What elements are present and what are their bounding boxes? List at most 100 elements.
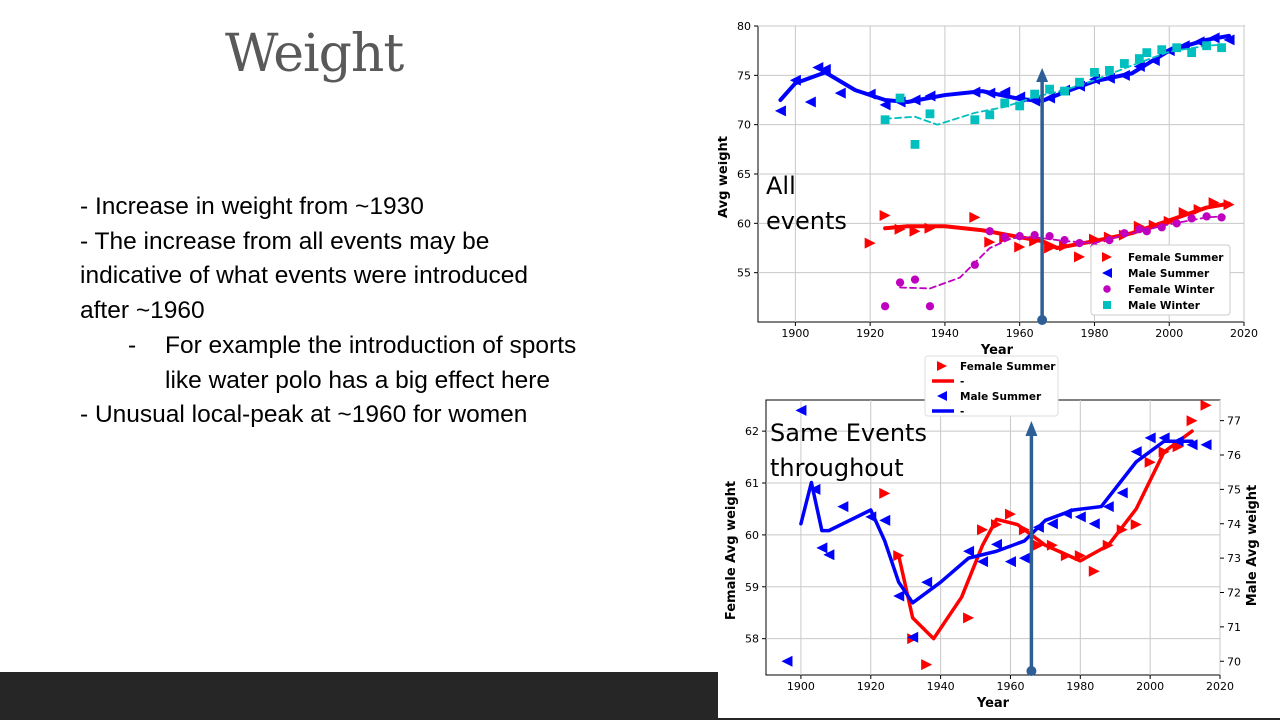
chart1-male-summer-point [834, 87, 846, 99]
chart2-male-summer-point [977, 556, 989, 568]
chart1-male-winter-point [1030, 89, 1040, 99]
chart1-x-tick-label: 1940 [931, 327, 959, 340]
chart1-female-winter-point [1105, 235, 1114, 245]
chart1-x-tick-label: 1900 [781, 327, 809, 340]
chart1-male-winter-point [1172, 43, 1182, 53]
chart2-female-summer-point [1102, 539, 1114, 551]
slide-title: Weight [225, 24, 404, 84]
chart2-legend-label: - [960, 376, 964, 388]
chart2-female-summer-point [1130, 519, 1142, 531]
chart2-y-tick-label-left: 60 [745, 529, 759, 542]
chart1-male-summer-point [789, 74, 801, 86]
chart1-female-winter-point [880, 302, 890, 311]
chart2-male-summer-point [865, 511, 877, 523]
chart2-y-axis-label-right: Male Avg weight [1245, 485, 1260, 606]
chart1-legend-marker [1103, 285, 1111, 293]
chart2-y-tick-label-right: 72 [1227, 587, 1241, 600]
chart2-female-summer-point [879, 487, 891, 499]
chart1-male-winter-point [1119, 59, 1129, 68]
charts-svg: 1900 1920 1940 1960 1980 2000 2020 55 60 65 70 75 80… [716, 20, 1260, 711]
chart2-legend-box [924, 355, 1059, 417]
chart2-annotation-line: Same Events [770, 419, 927, 447]
chart1-female-winter-point [1075, 238, 1084, 248]
chart1-female-summer-point [894, 223, 906, 235]
chart1-female-winter-point [1135, 225, 1144, 234]
chart2-male-summer-point [816, 542, 828, 554]
chart1-male-summer-point [864, 88, 876, 100]
chart1-male-winter-point [970, 115, 980, 125]
bullet-line: after ~1960 [80, 297, 205, 325]
chart2-y-tick-label-right: 73 [1227, 552, 1241, 565]
chart1-female-winter-point [1217, 213, 1226, 222]
chart2-legend-label: Male Summer [960, 391, 1042, 403]
chart1-male-winter-point [1134, 54, 1144, 63]
chart1-y-tick-label: 60 [737, 217, 751, 230]
chart2-female-summer-point [1158, 446, 1170, 458]
chart1-arrow-head [1036, 68, 1049, 82]
chart1-male-summer-trend-line [778, 33, 1232, 104]
chart1-female-summer-point [1178, 206, 1190, 218]
chart2-male-summer-point [1088, 518, 1100, 530]
chart2-male-summer-trend-line [799, 439, 1194, 605]
chart2-female-summer-point [990, 519, 1002, 531]
chart2-male-summer-point [963, 545, 975, 557]
chart1-male-winter-point [1075, 77, 1084, 87]
chart1-female-summer-point [909, 225, 921, 237]
chart1-female-summer-point [1208, 197, 1220, 209]
chart2-male-summer-point [1186, 439, 1198, 451]
chart2-male-summer-point [1046, 518, 1058, 530]
chart1-x-axis-label: Year [980, 343, 1014, 358]
chart1-male-winter-point [1000, 98, 1010, 108]
chart1-female-winter-point [1157, 223, 1166, 232]
chart1-legend-marker [1103, 301, 1111, 309]
chart1-y-tick-label: 70 [737, 119, 751, 132]
chart2-legend-marker [937, 391, 947, 401]
chart2-y-tick-label-left: 61 [745, 477, 759, 490]
chart2-male-summer-point [809, 483, 821, 495]
chart2-x-axis-label: Year [976, 696, 1010, 711]
chart1-male-summer-point [1193, 36, 1205, 48]
chart2-female-summer-point [893, 550, 905, 562]
chart1-female-summer-point [1193, 204, 1205, 216]
sub-bullet-line: - For example the introduction of sports [80, 329, 680, 364]
chart1-female-summer-point [1223, 199, 1235, 211]
chart2-x-tick-label: 1940 [927, 680, 955, 693]
chart2-male-summer-point [1130, 446, 1142, 458]
chart2-male-summer-point [990, 538, 1002, 550]
chart1-male-winter-point [895, 93, 905, 103]
chart1-male-summer-point [1103, 72, 1115, 84]
chart1-female-winter-point [895, 278, 905, 287]
chart2-male-summer-point [921, 576, 933, 588]
chart1-male-summer-point [1118, 69, 1130, 81]
chart2-y-tick-label-left: 58 [745, 633, 759, 646]
chart2-arrow-head [1025, 421, 1038, 436]
sub-bullet-text: For example the introduction of sports [165, 331, 577, 359]
chart1-female-summer-point [984, 236, 996, 248]
chart2-y-tick-label-right: 74 [1227, 518, 1241, 531]
chart2-plot-area [765, 399, 1221, 676]
chart1-female-winter-point [1030, 231, 1039, 240]
chart1-x-tick-label: 2020 [1230, 327, 1258, 340]
chart1-female-winter-point [1000, 233, 1009, 242]
chart-panel: 1900 1920 1940 1960 1980 2000 2020 55 60 65 70 75 80… [716, 0, 1280, 718]
chart2-male-summer-point [1172, 435, 1184, 447]
chart1-male-summer-point [1014, 91, 1026, 103]
chart2-arrow-origin [1026, 666, 1037, 676]
chart1-male-summer-point [999, 86, 1011, 98]
chart2-y-tick-label-right: 70 [1227, 655, 1241, 668]
chart1-female-summer-point [969, 211, 981, 223]
chart1-female-winter-point [1015, 232, 1024, 241]
chart1-male-winter-point [1015, 101, 1025, 111]
chart2-male-summer-point [1116, 487, 1128, 499]
chart2-female-summer-point [1074, 550, 1086, 562]
chart1-male-winter-point [925, 109, 935, 119]
chart2-female-summer-point [1186, 415, 1198, 427]
chart2-male-summer-point [1144, 432, 1156, 444]
chart2-male-summer-point [781, 655, 793, 667]
sub-bullet-line: like water polo has a big effect here [80, 364, 680, 399]
bullet-line: - Unusual local-peak at ~1960 for women [80, 401, 528, 429]
chart1-annotation-line: All [766, 172, 796, 200]
chart2-female-summer-point [1032, 539, 1044, 551]
chart1-female-summer-point [879, 209, 891, 221]
chart1-male-winter-point [1045, 84, 1054, 94]
